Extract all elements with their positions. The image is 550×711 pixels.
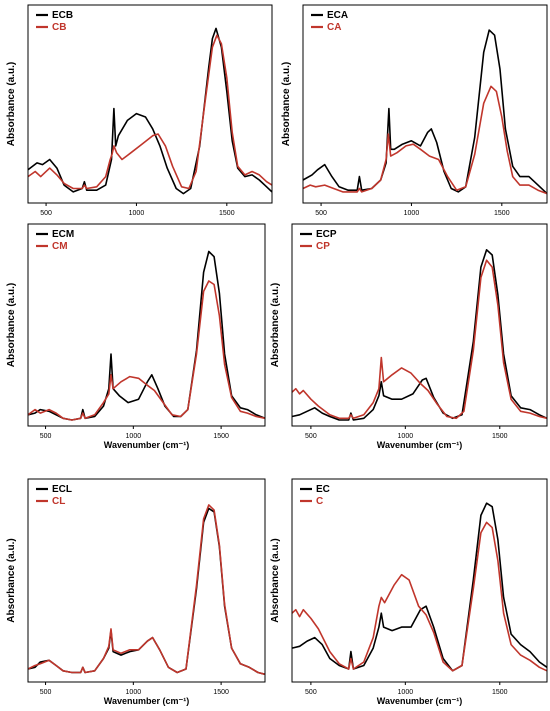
x-tick-label-1500: 1500 xyxy=(213,689,229,696)
legend-label-cm: CM xyxy=(52,241,68,252)
plot-frame xyxy=(302,4,548,204)
plot-frame xyxy=(27,4,273,204)
x-tick-label-500: 500 xyxy=(305,689,317,696)
chart-panel-ecp-cp: 500 1000 1500 Absorbance (a.u.) Wavenumber (… xyxy=(270,218,550,460)
legend-label-ca: CA xyxy=(327,22,341,33)
x-tick-label-1500: 1500 xyxy=(492,689,508,696)
chart-svg: 500 1000 1500 Absorbance (a.u.) Wavenumber (… xyxy=(6,478,266,706)
y-axis-label: Absorbance (a.u.) xyxy=(281,62,292,146)
series-line-ecp xyxy=(291,249,548,421)
series-line-ec xyxy=(291,502,548,672)
legend-label-ecp: ECP xyxy=(316,229,337,240)
legend-label-cb: CB xyxy=(52,22,66,33)
plot-frame xyxy=(291,223,548,427)
chart-svg: 500 1000 1500 Absorbance (a.u.) Wavenumber (… xyxy=(6,223,266,450)
chart-panel-ecm-cm: 500 1000 1500 Absorbance (a.u.) Wavenumber (… xyxy=(0,218,275,460)
y-axis-label: Absorbance (a.u.) xyxy=(6,62,17,146)
chart-panel-ec-c: 500 1000 1500 Absorbance (a.u.) Wavenumber (… xyxy=(270,474,550,711)
chart-svg: 500 1000 1500 Absorbance (a.u.) Wavenumber (… xyxy=(270,478,548,706)
legend-label-ecb: ECB xyxy=(52,10,73,21)
x-tick-label-1500: 1500 xyxy=(494,210,510,217)
x-tick-label-1000: 1000 xyxy=(404,210,420,217)
series-line-ecm xyxy=(27,250,266,421)
x-tick-label-1500: 1500 xyxy=(213,433,229,440)
y-axis-label: Absorbance (a.u.) xyxy=(6,283,17,367)
y-axis-label: Absorbance (a.u.) xyxy=(6,538,17,622)
series-line-ecl xyxy=(27,507,266,676)
x-tick-label-1000: 1000 xyxy=(126,689,142,696)
series-line-ecb xyxy=(27,27,273,195)
x-axis-label: Wavenumber (cm⁻¹) xyxy=(377,440,462,450)
y-axis-label: Absorbance (a.u.) xyxy=(270,538,281,622)
plot-frame xyxy=(27,223,266,427)
legend-label-ec: EC xyxy=(316,484,330,495)
series-line-cm xyxy=(27,280,266,421)
series-line-eca xyxy=(302,29,548,195)
chart-panel-eca-ca: 500 1000 1500 Absorbance (a.u.) ECA CA xyxy=(275,0,550,217)
chart-panel-ecl-cl: 500 1000 1500 Absorbance (a.u.) Wavenumber (… xyxy=(0,474,275,711)
legend-label-cl: CL xyxy=(52,496,65,507)
plot-frame xyxy=(291,478,548,683)
series-line-cl xyxy=(27,504,266,676)
series-line-ca xyxy=(302,85,548,195)
y-axis-label: Absorbance (a.u.) xyxy=(270,283,281,367)
x-tick-label-500: 500 xyxy=(40,433,52,440)
x-tick-label-500: 500 xyxy=(40,689,52,696)
x-axis-label: Wavenumber (cm⁻¹) xyxy=(104,440,189,450)
x-tick-label-1500: 1500 xyxy=(492,433,508,440)
series-line-cp xyxy=(291,259,548,420)
legend-label-c: C xyxy=(316,496,323,507)
legend-label-cp: CP xyxy=(316,241,330,252)
series-line-c xyxy=(291,521,548,672)
x-tick-label-500: 500 xyxy=(305,433,317,440)
x-tick-label-500: 500 xyxy=(40,210,52,217)
x-tick-label-1000: 1000 xyxy=(126,433,142,440)
x-axis-label: Wavenumber (cm⁻¹) xyxy=(104,696,189,706)
chart-svg: 500 1000 1500 Absorbance (a.u.) Wavenumber (… xyxy=(270,223,548,450)
x-tick-label-1000: 1000 xyxy=(398,689,414,696)
chart-panel-ecb-cb: 500 1000 1500 Absorbance (a.u.) ECB CB xyxy=(0,0,275,217)
x-tick-label-1500: 1500 xyxy=(219,210,235,217)
legend-label-eca: ECA xyxy=(327,10,348,21)
legend-label-ecm: ECM xyxy=(52,229,74,240)
x-tick-label-1000: 1000 xyxy=(129,210,145,217)
plot-frame xyxy=(27,478,266,683)
x-axis-label: Wavenumber (cm⁻¹) xyxy=(377,696,462,706)
x-tick-label-1000: 1000 xyxy=(398,433,414,440)
legend-label-ecl: ECL xyxy=(52,484,72,495)
x-tick-label-500: 500 xyxy=(315,210,327,217)
series-line-cb xyxy=(27,34,273,190)
